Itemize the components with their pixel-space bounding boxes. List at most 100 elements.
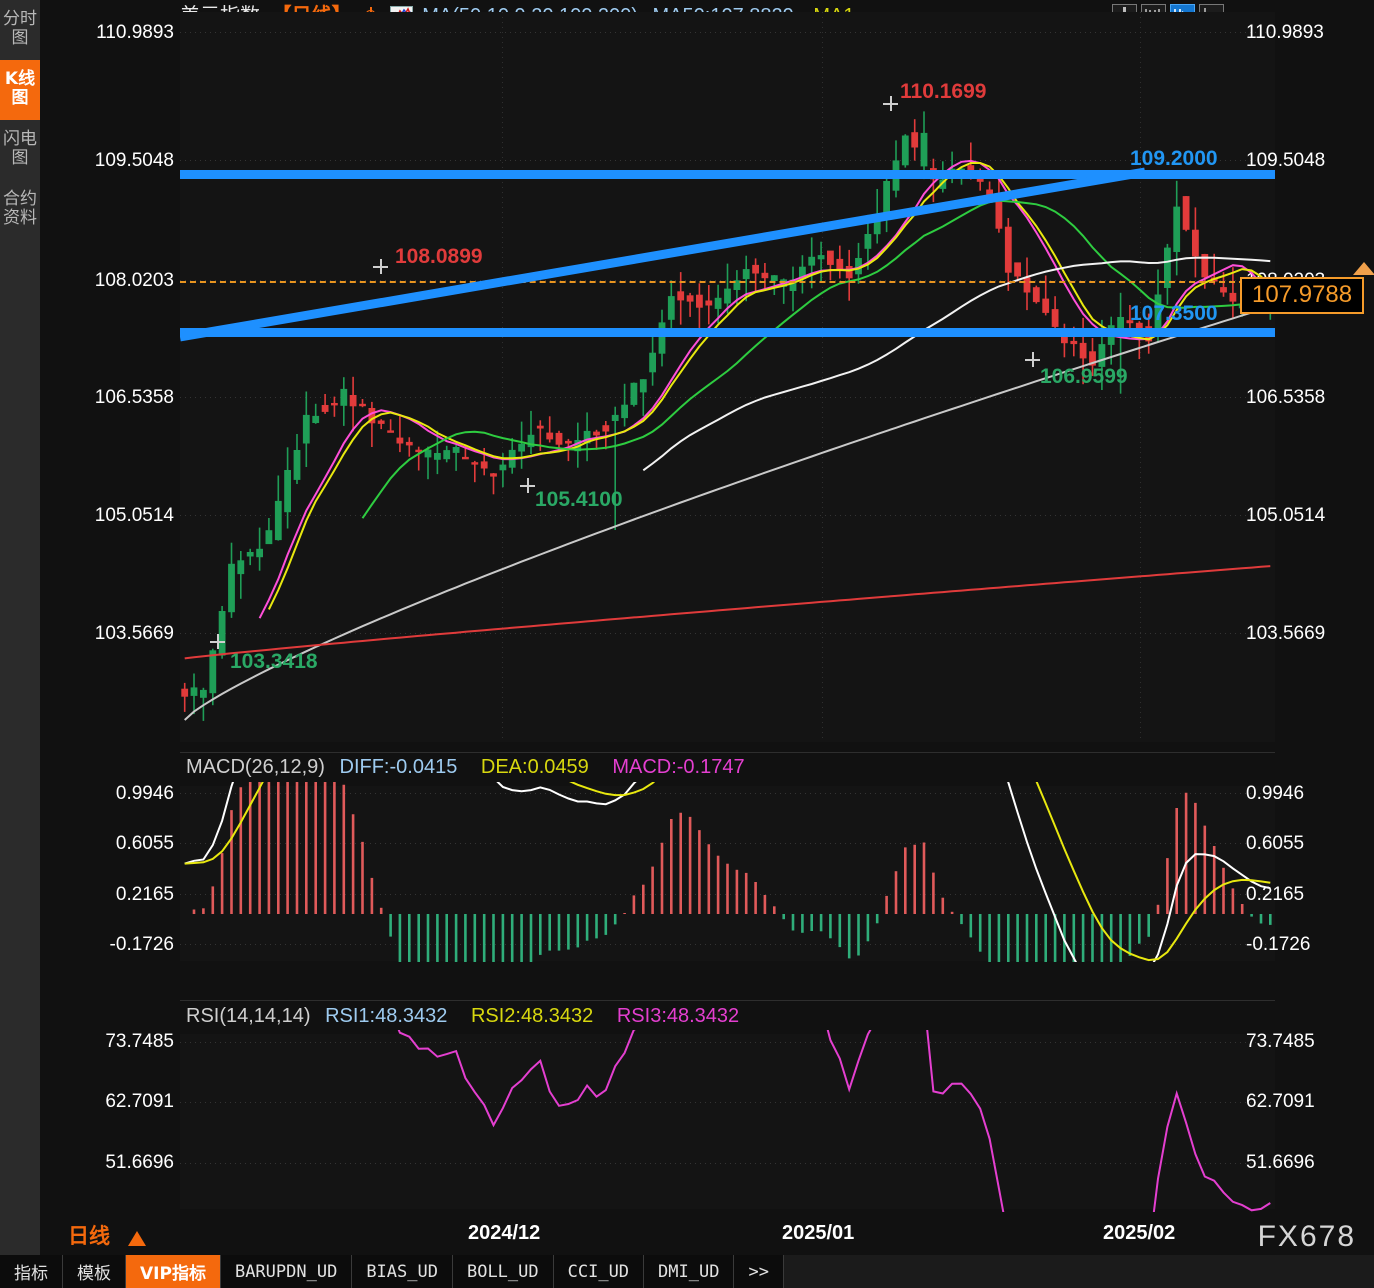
cci-ud-button-label: CCI_UD [567, 1261, 630, 1282]
bottom-toolbar: 指标 模板 VIP指标 BARUPDN_UD BIAS_UD BOLL_UD C… [0, 1255, 1374, 1288]
y-axis-label-left: 103.5669 [94, 623, 174, 644]
template-button-label: 模板 [77, 1264, 111, 1284]
low-annotation-start: 103.3418 [230, 650, 318, 673]
macd-y-label-left: 0.2165 [115, 884, 174, 905]
gridline [180, 1102, 1275, 1103]
sidebar-item-k-line-chart[interactable]: K线图 [0, 60, 40, 121]
price-panel[interactable] [180, 12, 1275, 742]
more-indicators-button[interactable]: >> [734, 1255, 784, 1288]
rsi-plot-lines [397, 1030, 1271, 1212]
gridline [180, 843, 1275, 844]
x-axis-label: 2025/02 [1103, 1222, 1176, 1244]
macd-diff: DIFF:-0.0415 [339, 756, 458, 778]
gridline [180, 160, 1275, 161]
macd-divider [180, 752, 1275, 753]
rsi3-value: RSI3:48.3432 [616, 1005, 740, 1027]
macd-y-label-left: 0.9946 [115, 783, 174, 804]
indicator-button-label: 指标 [14, 1264, 48, 1284]
rsi-y-label-left: 51.6696 [105, 1152, 174, 1173]
cci-ud-button[interactable]: CCI_UD [553, 1255, 645, 1288]
current-price-tag[interactable]: 107.9788 [1240, 277, 1365, 314]
sidebar-item-contract-info[interactable]: 合约资料 [0, 180, 40, 240]
bias-ud-button[interactable]: BIAS_UD [352, 1255, 453, 1288]
low-annotation-mid: 105.4100 [535, 488, 623, 511]
rsi-title: RSI(14,14,14) [186, 1005, 311, 1027]
dmi-ud-button[interactable]: DMI_UD [644, 1255, 735, 1288]
template-button[interactable]: 模板 [63, 1255, 126, 1288]
sidebar-label-minute-chart: 分时图 [3, 9, 37, 49]
macd-title: MACD(26,12,9) [186, 756, 325, 778]
sidebar-item-lightning-chart[interactable]: 闪电图 [0, 120, 40, 180]
barupdn-ud-button-label: BARUPDN_UD [234, 1261, 338, 1282]
sidebar-label-contract-info: 合约资料 [3, 189, 37, 229]
rsi1-value: RSI1:48.3432 [325, 1005, 448, 1027]
watermark: FX678 [1257, 1220, 1356, 1253]
y-axis-label-right: 109.5048 [1246, 150, 1326, 171]
y-axis-label-right: 106.5358 [1246, 387, 1326, 408]
low-recent-marker-icon [1025, 352, 1040, 367]
support-line [180, 328, 1275, 337]
gridline [180, 633, 1275, 634]
toolbar-spacer [783, 1255, 1374, 1288]
period-up-triangle-icon [128, 1231, 146, 1246]
trendline-upper-label: 109.2000 [1130, 147, 1218, 170]
macd-y-label-left: 0.6055 [115, 833, 174, 854]
barupdn-ud-button[interactable]: BARUPDN_UD [220, 1255, 353, 1288]
rsi-panel[interactable] [180, 1034, 1275, 1209]
y-axis-label-left: 106.5358 [94, 387, 174, 408]
rsi2-value: RSI2:48.3432 [470, 1005, 594, 1027]
y-axis-label-left: 110.9893 [96, 22, 174, 43]
resistance-line [180, 170, 1275, 179]
gridline [180, 1163, 1275, 1164]
high-annotation: 110.1699 [900, 80, 987, 103]
boll-ud-button[interactable]: BOLL_UD [452, 1255, 554, 1288]
gridline [180, 793, 1275, 794]
gridline [180, 944, 1275, 945]
vertical-gridline [502, 12, 503, 742]
price-arrow-icon [1353, 262, 1374, 275]
bias-ud-button-label: BIAS_UD [366, 1261, 438, 1282]
rsi-y-label-left: 62.7091 [105, 1091, 174, 1112]
gridline [180, 397, 1275, 398]
vip-indicator-button[interactable]: VIP指标 [126, 1255, 221, 1288]
macd-y-label-right: 0.6055 [1246, 833, 1305, 854]
low-mid-marker-icon [520, 478, 535, 493]
y-axis-label-left: 108.0203 [94, 270, 174, 291]
indicator-button[interactable]: 指标 [0, 1255, 63, 1288]
low-annotation-recent: 106.9599 [1040, 365, 1128, 388]
macd-y-label-right: 0.2165 [1246, 884, 1305, 905]
sidebar-item-minute-chart[interactable]: 分时图 [0, 0, 40, 60]
y-axis-label-right: 110.9893 [1246, 22, 1324, 43]
gridline [180, 515, 1275, 516]
period-tag[interactable]: 日线 [68, 1225, 110, 1248]
macd-y-label-right: -0.1726 [1246, 934, 1311, 955]
left-sidebar: 分时图 K线图 闪电图 合约资料 [0, 0, 40, 1288]
low-start-marker-icon [210, 634, 225, 649]
more-indicators-button-label: >> [748, 1261, 769, 1282]
rsi-header: RSI(14,14,14) RSI1:48.3432 RSI2:48.3432 … [186, 1005, 739, 1028]
rsi-y-label-left: 73.7485 [105, 1031, 174, 1052]
vertical-gridline [1140, 12, 1141, 742]
macd-y-label-right: 0.9946 [1246, 783, 1305, 804]
y-axis-label-right: 105.0514 [1246, 505, 1326, 526]
rsi-y-label-right: 51.6696 [1246, 1152, 1315, 1173]
sidebar-label-k-line-chart: K线图 [4, 69, 36, 109]
gridline [180, 32, 1275, 33]
vip-indicator-button-label: VIP指标 [140, 1264, 206, 1284]
vertical-gridline [822, 12, 823, 742]
macd-header: MACD(26,12,9) DIFF:-0.0415 DEA:0.0459 MA… [186, 756, 745, 779]
x-axis-label: 2025/01 [782, 1222, 855, 1244]
macd-dea: DEA:0.0459 [480, 756, 589, 778]
x-axis-label: 2024/12 [468, 1222, 541, 1244]
high-marker-icon [883, 96, 898, 111]
y-axis-label-left: 105.0514 [94, 505, 174, 526]
trendline-lower-label: 107.3500 [1130, 302, 1218, 325]
macd-value: MACD:-0.1747 [612, 756, 745, 778]
rsi-divider [180, 1000, 1275, 1001]
rsi-y-label-right: 73.7485 [1246, 1031, 1315, 1052]
macd-plot-lines [184, 782, 1272, 962]
dmi-ud-button-label: DMI_UD [658, 1261, 720, 1282]
gridline [180, 1042, 1275, 1043]
rsi-y-label-right: 62.7091 [1246, 1091, 1315, 1112]
